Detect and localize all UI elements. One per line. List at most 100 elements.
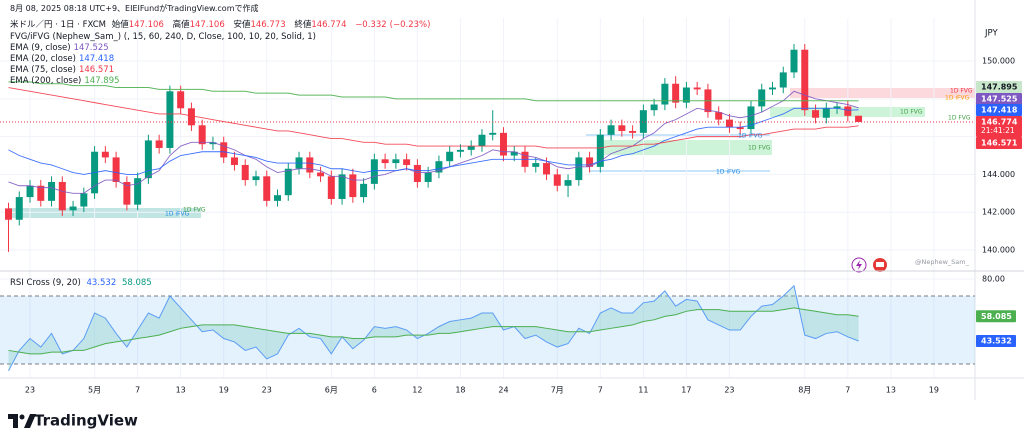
- rsi-line: [8, 307, 859, 355]
- x-tick-label: 6: [372, 386, 377, 395]
- ema-legend-row: EMA (9, close) 147.525: [10, 43, 123, 54]
- candle-body: [370, 159, 378, 184]
- last-price-bg: [976, 116, 1022, 137]
- candle-body: [317, 172, 325, 177]
- ema20-price: 147.418: [981, 106, 1018, 115]
- candle-body: [155, 140, 163, 148]
- ema-name: EMA (9, close): [10, 43, 71, 53]
- x-tick-label: 8月: [798, 386, 811, 395]
- ohlc: 始値147.106: [112, 20, 167, 30]
- candle-body: [80, 193, 88, 207]
- candle-body: [144, 140, 152, 179]
- candle-body: [844, 106, 852, 116]
- fvg-legend: FVG/iFVG (Nephew_Sam_) (, 15, 60, 240, D…: [10, 32, 319, 43]
- ema9-price: 147.525: [981, 95, 1018, 104]
- change: −0.332: [355, 20, 387, 30]
- rsi-value-tag: 43.532: [981, 337, 1012, 346]
- candle-body: [543, 163, 551, 175]
- change-pct: (−0.23%): [389, 20, 431, 30]
- x-tick-label: 7: [598, 386, 603, 395]
- candle-body: [101, 151, 109, 158]
- ema20-price-bg: [976, 104, 1022, 116]
- candle-body: [629, 130, 637, 133]
- ema75-price: 146.571: [981, 139, 1018, 148]
- created-note: 8月 08, 2025 08:18 UTC+9、EIEIFundがTrading…: [10, 3, 262, 14]
- candle-body: [801, 49, 809, 111]
- watermark: @Nephew_Sam_: [915, 258, 970, 266]
- candle-body: [177, 91, 185, 109]
- rsi-band: [0, 295, 975, 365]
- candle-body: [5, 208, 13, 220]
- ema-legend-row: EMA (20, close) 147.418: [10, 54, 123, 65]
- icon: [876, 262, 884, 267]
- fvg-zone: [790, 88, 975, 98]
- x-tick-label: 12: [412, 386, 422, 395]
- ema-line: [8, 107, 859, 175]
- logo-icon: [19, 414, 25, 420]
- x-tick-label: 6月: [325, 386, 338, 395]
- candle-body: [790, 49, 798, 73]
- candle-body: [661, 83, 669, 105]
- candle-body: [252, 176, 260, 181]
- candle-body: [435, 161, 443, 173]
- x-tick-label: 23: [25, 386, 35, 395]
- x-tick-label: 17: [681, 386, 691, 395]
- x-tick-label: 23: [724, 386, 734, 395]
- candle-body: [123, 181, 131, 205]
- candle-body: [575, 157, 583, 181]
- candle-body: [360, 183, 368, 198]
- candle-body: [198, 125, 206, 145]
- candle-body: [392, 159, 400, 164]
- fvg-label: 1D FVG: [900, 109, 923, 116]
- candle-body: [822, 108, 830, 118]
- value: 147.106: [189, 20, 225, 30]
- candle-body: [241, 164, 249, 181]
- candle-body: [672, 83, 680, 103]
- rsi-ma-value: 58.085: [121, 278, 152, 288]
- candle-body: [327, 176, 335, 199]
- candle-body: [812, 110, 820, 118]
- ema-value: 146.571: [78, 65, 115, 75]
- candle-body: [209, 142, 217, 145]
- candle-body: [553, 174, 561, 186]
- candle-body: [693, 87, 701, 90]
- candle-body: [263, 176, 271, 201]
- x-tick-label: 24: [498, 386, 508, 395]
- candle-body: [564, 180, 572, 186]
- value: 146.773: [250, 20, 286, 30]
- fvg-label: 1D FVG: [950, 88, 973, 95]
- ema-name: EMA (75, close): [10, 65, 76, 75]
- ohlc: 終値146.774: [294, 20, 349, 30]
- y-tick-label: 140.000: [982, 245, 1015, 254]
- candle-body: [381, 159, 389, 164]
- brand: TradingView: [34, 412, 138, 430]
- x-tick-label: 23: [262, 386, 272, 395]
- candle-body: [456, 149, 464, 152]
- candle-body: [220, 142, 228, 158]
- fvg-label: 1D iFVG: [165, 211, 190, 218]
- ema-name: EMA (20, close): [10, 54, 76, 64]
- ohlc: 高値147.106: [173, 20, 228, 30]
- logo-icon: [8, 414, 36, 428]
- ema-legend: EMA (9, close) 147.525 EMA (20, close) 147.…: [10, 43, 123, 87]
- candle-body: [650, 104, 658, 111]
- fvg-label: 1D iFVG: [716, 169, 741, 176]
- candle-body: [26, 185, 34, 198]
- rsi-tick-label: 80.00: [982, 274, 1005, 283]
- candle-body: [768, 87, 776, 90]
- rsi-value: 43.532: [86, 278, 117, 288]
- candle-body: [403, 159, 411, 165]
- rsi-line: [8, 284, 859, 372]
- candle-body: [715, 112, 723, 120]
- ema-name: EMA (200, close): [10, 76, 82, 86]
- rsi-value-bg: [976, 335, 1016, 348]
- candle-body: [758, 89, 766, 107]
- candle-body: [166, 91, 174, 148]
- x-tick-label: 7: [135, 386, 140, 395]
- ema-line: [8, 87, 859, 149]
- label: 安値: [233, 20, 251, 30]
- symbol: 米ドル／円 · 1日 · FXCM: [10, 20, 106, 30]
- x-tick-label: 5月: [88, 386, 101, 395]
- fvg-label: 1D FVG: [748, 145, 771, 152]
